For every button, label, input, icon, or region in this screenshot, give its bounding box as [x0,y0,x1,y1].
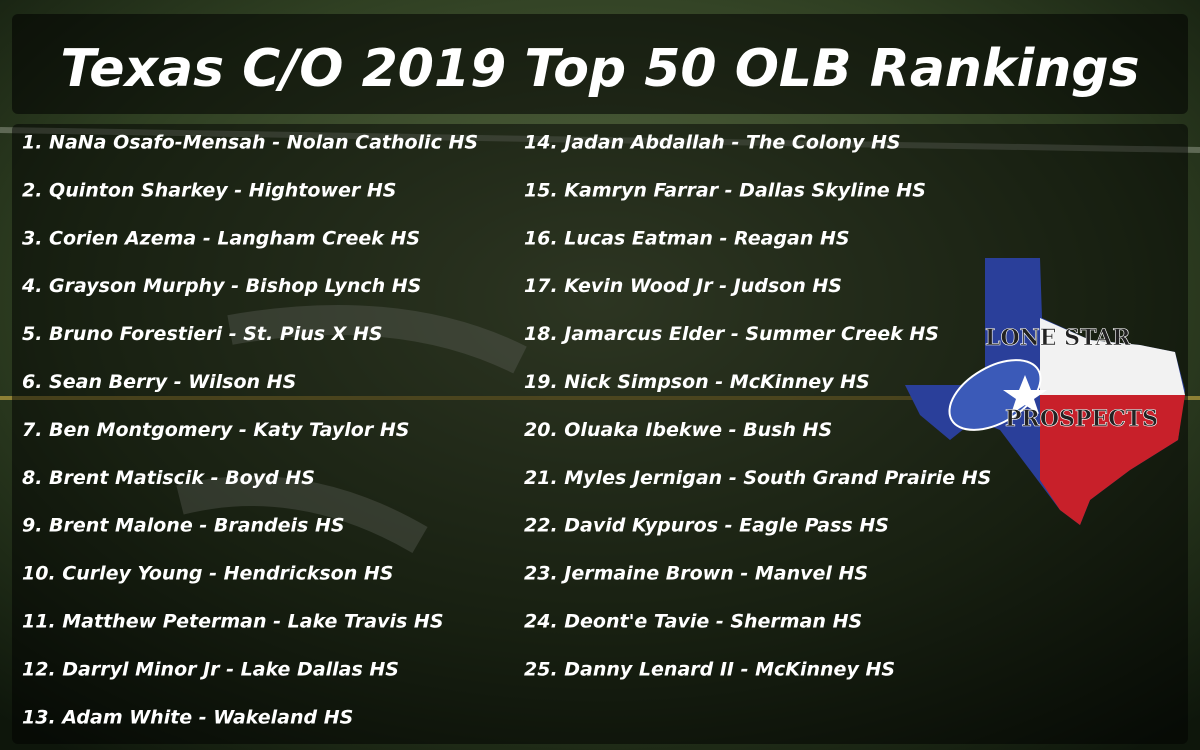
logo-line2: PROSPECTS [1005,406,1158,432]
logo-star [1003,375,1047,414]
logo-line1: LONE STAR [985,325,1131,351]
ranking-item: 18. Jamarcus Elder - Summer Creek HS [524,323,939,345]
ranking-item: 12. Darryl Minor Jr - Lake Dallas HS [22,658,399,680]
ranking-item: 25. Danny Lenard II - McKinney HS [524,658,895,680]
ranking-item: 9. Brent Malone - Brandeis HS [22,515,345,537]
ranking-item: 21. Myles Jernigan - South Grand Prairie… [524,467,991,489]
ranking-item: 5. Bruno Forestieri - St. Pius X HS [22,323,383,345]
ranking-item: 15. Kamryn Farrar - Dallas Skyline HS [524,179,926,201]
title: Texas C/O 2019 Top 50 OLB Rankings [60,39,1139,99]
ranking-item: 8. Brent Matiscik - Boyd HS [22,467,315,489]
ranking-item: 2. Quinton Sharkey - Hightower HS [22,179,396,201]
ranking-item: 3. Corien Azema - Langham Creek HS [22,227,420,249]
logo-texas-red [1040,395,1185,525]
list-panel [12,124,1188,744]
title-panel [12,14,1188,114]
ranking-item: 11. Matthew Peterman - Lake Travis HS [22,611,444,633]
ranking-item: 19. Nick Simpson - McKinney HS [524,371,870,393]
ranking-item: 4. Grayson Murphy - Bishop Lynch HS [21,275,421,297]
ranking-item: 24. Deont'e Tavie - Sherman HS [524,611,862,633]
ranking-item: 1. NaNa Osafo-Mensah - Nolan Catholic HS [22,132,478,154]
ranking-item: 16. Lucas Eatman - Reagan HS [524,227,850,249]
ranking-item: 17. Kevin Wood Jr - Judson HS [524,275,842,297]
ranking-item: 14. Jadan Abdallah - The Colony HS [524,132,901,154]
ranking-item: 13. Adam White - Wakeland HS [22,706,353,728]
ranking-item: 22. David Kypuros - Eagle Pass HS [524,515,889,537]
ranking-item: 23. Jermaine Brown - Manvel HS [524,563,868,585]
logo: LONE STAR PROSPECTS [905,258,1185,525]
ranking-item: 20. Oluaka Ibekwe - Bush HS [524,419,832,441]
logo-football [948,359,1042,431]
ranking-item: 7. Ben Montgomery - Katy Taylor HS [22,419,409,441]
ranking-item: 10. Curley Young - Hendrickson HS [22,563,393,585]
ranking-item: 6. Sean Berry - Wilson HS [22,371,296,393]
logo-texas-white [1040,318,1185,395]
